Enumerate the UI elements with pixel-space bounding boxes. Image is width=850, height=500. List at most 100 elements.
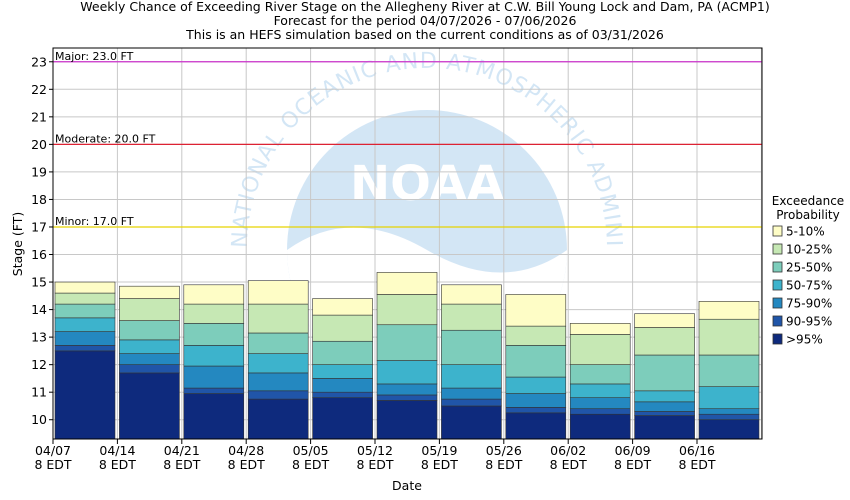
bar-segment-10-25: [119, 298, 180, 321]
threshold-label: Minor: 17.0 FT: [55, 215, 134, 228]
bar-segment-90-95: [312, 391, 373, 398]
bar-segment-95: [505, 412, 567, 440]
y-axis-label: Stage (FT): [10, 212, 25, 276]
bar-segment-95: [119, 372, 180, 440]
legend-swatch: [772, 297, 783, 309]
week-bar-1: [54, 281, 116, 440]
x-tick-date: 05/26: [486, 443, 522, 458]
x-tick-date: 04/14: [99, 443, 135, 458]
week-bar-8: [505, 294, 567, 440]
x-tick-time: 8 EDT: [421, 457, 458, 472]
bar-segment-50-75: [698, 386, 760, 410]
legend-title-line-1: Exceedance: [772, 194, 844, 208]
bar-segment-10-25: [312, 314, 373, 342]
y-tick-label: 13: [31, 330, 47, 345]
legend-label: >95%: [786, 333, 823, 347]
x-tick-time: 8 EDT: [99, 457, 136, 472]
bar-segment-75-90: [505, 393, 567, 408]
bar-segment-5-10: [569, 323, 631, 335]
legend-swatch: [772, 243, 783, 255]
chart-title-line-2: Forecast for the period 04/07/2026 - 07/…: [274, 13, 577, 28]
bar-segment-50-75: [247, 353, 309, 374]
legend-label: 25-50%: [786, 261, 832, 275]
threshold-label: Moderate: 20.0 FT: [55, 132, 156, 145]
y-tick-label: 17: [31, 219, 47, 234]
chart-title-line-1: Weekly Chance of Exceeding River Stage o…: [80, 0, 770, 14]
legend-item: 10-25%: [772, 243, 832, 257]
bar-segment-25-50: [569, 364, 631, 385]
week-bar-6: [376, 272, 438, 440]
x-tick-date: 04/07: [35, 443, 71, 458]
legend-item: 75-90%: [772, 297, 832, 311]
week-bar-11: [698, 301, 760, 440]
bar-segment-50-75: [119, 339, 180, 354]
legend-item: 50-75%: [772, 279, 832, 293]
bar-segment-25-50: [247, 332, 309, 354]
bar-segment-75-90: [441, 387, 502, 400]
week-bar-9: [569, 323, 631, 440]
bar-segment-10-25: [54, 292, 116, 305]
bar-segment-90-95: [698, 413, 760, 421]
x-tick-date: 06/02: [550, 443, 586, 458]
bar-segment-10-25: [441, 303, 502, 331]
plot-frame: [52, 47, 763, 440]
y-tick-label: 20: [31, 137, 47, 152]
legend-swatch: [772, 315, 783, 327]
legend-item: 5-10%: [772, 225, 825, 239]
bar-segment-50-75: [505, 376, 567, 394]
bar-segment-75-90: [247, 372, 309, 392]
y-tick-label: 18: [31, 192, 47, 207]
bar-segment-5-10: [441, 284, 502, 305]
bar-segment-75-90: [634, 401, 695, 412]
legend-label: 50-75%: [786, 279, 832, 293]
bar-segment-75-90: [183, 365, 245, 389]
bar-segment-50-75: [569, 383, 631, 398]
bar-segment-50-75: [183, 345, 245, 367]
bar-segment-50-75: [634, 390, 695, 403]
bar-segment-5-10: [634, 313, 695, 328]
y-tick-label: 21: [31, 109, 47, 124]
bar-segment-25-50: [54, 303, 116, 319]
x-tick-date: 05/05: [293, 443, 329, 458]
bar-segment-90-95: [54, 345, 116, 352]
bar-segment-10-25: [698, 318, 760, 356]
bar-segment-25-50: [634, 354, 695, 392]
bar-segment-5-10: [119, 285, 180, 299]
x-tick-time: 8 EDT: [228, 457, 265, 472]
week-bar-5: [312, 298, 373, 440]
legend: Exceedance Probability 5-10% 10-25% 25-50%…: [772, 194, 844, 347]
bar-segment-5-10: [183, 284, 245, 305]
bar-segment-25-50: [312, 340, 373, 365]
x-tick-time: 8 EDT: [550, 457, 587, 472]
bar-segment-90-95: [505, 407, 567, 414]
bar-segment-75-90: [376, 383, 438, 396]
y-tick-label: 11: [31, 385, 47, 400]
bar-segment-95: [569, 413, 631, 440]
flood-threshold-lines: Major: 23.0 FT Moderate: 20.0 FT Minor: 17…: [53, 50, 762, 228]
x-tick-date: 04/28: [228, 443, 264, 458]
bar-segment-90-95: [247, 390, 309, 400]
y-tick-label: 14: [31, 302, 47, 317]
y-tick-label: 19: [31, 164, 47, 179]
bar-segment-75-90: [569, 397, 631, 410]
legend-swatch: [772, 279, 783, 291]
x-tick-time: 8 EDT: [163, 457, 200, 472]
bar-segment-95: [312, 397, 373, 440]
bar-segment-95: [247, 398, 309, 440]
x-tick-time: 8 EDT: [292, 457, 329, 472]
week-bar-10: [634, 313, 695, 440]
bar-segment-75-90: [119, 353, 180, 365]
y-axis-ticks: 10 11 12 13 14 15 16 17 18 19 20 21 22 23: [31, 54, 53, 427]
bar-segment-10-25: [376, 294, 438, 326]
x-axis-label: Date: [392, 478, 422, 493]
bar-segment-10-25: [569, 334, 631, 365]
legend-label: 75-90%: [786, 297, 832, 311]
legend-swatch: [772, 225, 783, 237]
bar-segment-90-95: [441, 398, 502, 407]
bar-segment-95: [441, 405, 502, 440]
bar-segment-25-50: [698, 354, 760, 387]
legend-label: 5-10%: [786, 225, 825, 239]
y-tick-label: 16: [31, 247, 47, 262]
